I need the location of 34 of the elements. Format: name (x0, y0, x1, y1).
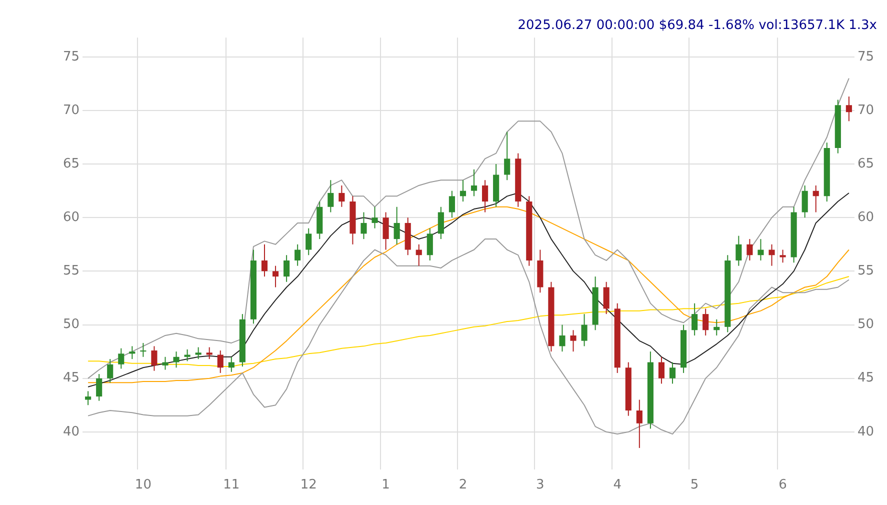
candlestick (206, 346, 212, 360)
y2-tick-label: 40 (857, 424, 874, 440)
y2-tick-label: 70 (857, 102, 874, 118)
candlestick (85, 390, 92, 406)
candlestick (372, 206, 378, 229)
x-tick-label: 1 (382, 478, 390, 493)
candlestick (570, 330, 576, 352)
y-tick-label: 55 (62, 264, 80, 279)
candlestick (780, 249, 786, 264)
y2-tick-label: 65 (857, 156, 874, 172)
x-tick-label: 11 (223, 478, 240, 493)
y2-tick-label: 55 (857, 264, 874, 279)
y2-tick-label: 45 (857, 370, 874, 386)
chart-title: 2025.06.27 00:00:00 $69.84 -1.68% vol:13657.1K 1.3x (518, 18, 878, 34)
x-tick-label: 2 (458, 478, 468, 493)
candlestick (151, 346, 158, 372)
y-tick-label: 70 (62, 102, 80, 118)
y-tick-label: 50 (62, 317, 80, 332)
x-tick-label: 5 (690, 478, 699, 493)
x-tick-label: 6 (778, 478, 787, 493)
y2-tick-label: 60 (857, 210, 874, 225)
y2-tick-label: 75 (857, 49, 874, 64)
y-tick-label: 75 (62, 49, 80, 64)
y2-tick-label: 50 (857, 317, 874, 332)
x-tick-label: 4 (613, 478, 622, 493)
x-tick-label: 12 (300, 478, 317, 493)
y-tick-label: 45 (62, 370, 80, 386)
x-tick-label: 3 (536, 478, 544, 493)
x-tick-label: 10 (134, 478, 152, 493)
y-tick-label: 65 (62, 156, 80, 172)
candlestick (173, 351, 180, 368)
candlestick (195, 346, 202, 360)
y-tick-label: 40 (62, 424, 80, 440)
y-tick-label: 60 (62, 210, 80, 225)
